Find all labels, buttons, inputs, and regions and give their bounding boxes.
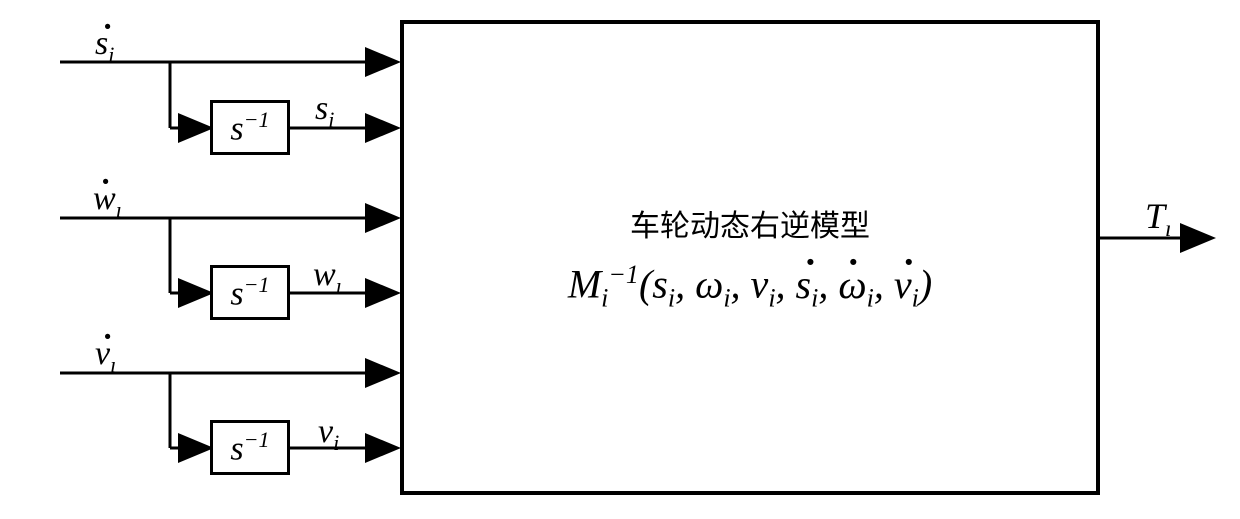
input-label-5: vi	[318, 413, 339, 456]
main-block-formula: Mi−1(si, ωi, vi, si, ωi, vi)	[568, 260, 932, 313]
formula-arg2: , ω	[675, 262, 723, 307]
formula-wdot: ω	[838, 262, 866, 307]
input-label-0: si	[95, 25, 114, 68]
input-label-3: wı	[313, 256, 342, 299]
output-label: Tı	[1145, 195, 1172, 243]
formula-arg3: , v	[731, 262, 769, 307]
formula-sdot: s	[796, 262, 812, 307]
formula-sep1: ,	[776, 262, 796, 307]
formula-m-sup: −1	[608, 260, 639, 289]
integrator-block-1: s−1	[210, 265, 290, 320]
main-model-block: 车轮动态右逆模型 Mi−1(si, ωi, vi, si, ωi, vi)	[400, 20, 1100, 495]
formula-m: M	[568, 262, 601, 307]
input-label-4: vı	[95, 335, 116, 378]
formula-arg2-sub: i	[723, 284, 730, 313]
formula-sep3: ,	[874, 262, 894, 307]
formula-arg1-sub: i	[668, 284, 675, 313]
integrator-text-2: s−1	[230, 427, 269, 468]
integrator-text-1: s−1	[230, 272, 269, 313]
formula-end: )	[919, 262, 932, 307]
main-block-title: 车轮动态右逆模型	[630, 201, 870, 245]
formula-arg3-sub: i	[768, 284, 775, 313]
formula-arg1: (s	[639, 262, 668, 307]
input-label-2: wı	[93, 180, 122, 223]
formula-wdot-sub: i	[867, 284, 874, 313]
integrator-block-0: s−1	[210, 100, 290, 155]
block-diagram: 车轮动态右逆模型 Mi−1(si, ωi, vi, si, ωi, vi) s−…	[0, 0, 1240, 519]
formula-sep2: ,	[818, 262, 838, 307]
formula-vdot: v	[894, 262, 912, 307]
integrator-block-2: s−1	[210, 420, 290, 475]
input-label-1: si	[315, 90, 334, 133]
integrator-text-0: s−1	[230, 107, 269, 148]
